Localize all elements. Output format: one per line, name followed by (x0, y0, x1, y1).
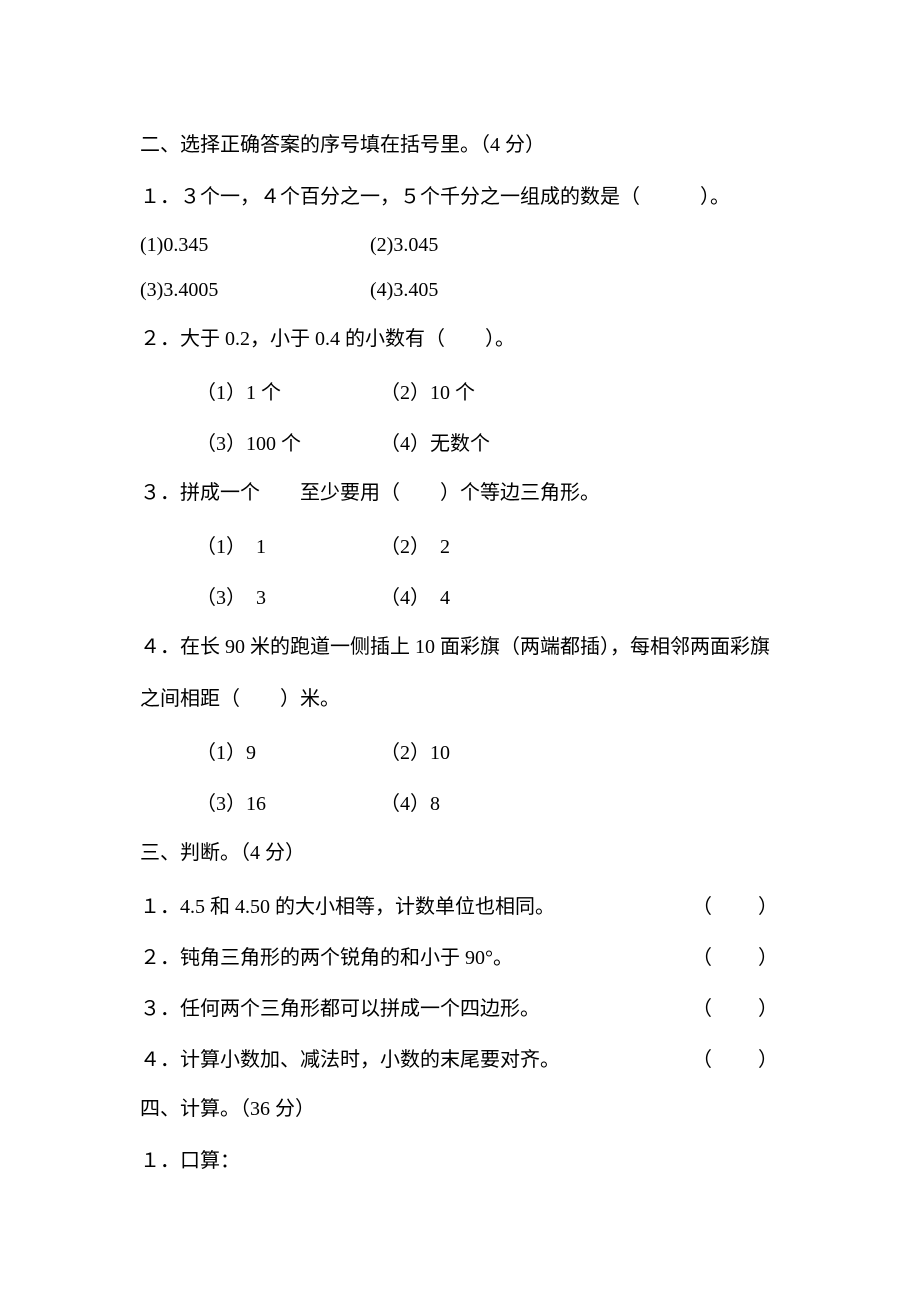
judge3-text: ３．任何两个三角形都可以拼成一个四边形。 (140, 992, 690, 1021)
section2-title: 二、选择正确答案的序号填在括号里。（4 分） (140, 130, 780, 160)
judge-2: ２．钝角三角形的两个锐角的和小于 90°。 （ ） (140, 941, 780, 970)
q4-opts-row1: （1）9 （2）10 (140, 736, 780, 765)
judge2-text: ２．钝角三角形的两个锐角的和小于 90°。 (140, 941, 690, 970)
q3-opts-row1: （1） 1 （2） 2 (140, 530, 780, 559)
q2-opt3: （3）100 个 (140, 427, 370, 456)
q3-opts-row2: （3） 3 （4） 4 (140, 581, 780, 610)
q3-opt2: （2） 2 (370, 530, 780, 559)
q2-opts-row2: （3）100 个 （4）无数个 (140, 427, 780, 456)
q4-opt1: （1）9 (140, 736, 370, 765)
q1-opt1: (1)0.345 (140, 234, 370, 257)
q4-opt4: （4）8 (370, 787, 780, 816)
judge-1: １．4.5 和 4.50 的大小相等，计数单位也相同。 （ ） (140, 890, 780, 919)
q1-opts-row1: (1)0.345 (2)3.045 (140, 234, 780, 257)
q2-opt2: （2）10 个 (370, 376, 780, 405)
judge-4: ４．计算小数加、减法时，小数的末尾要对齐。 （ ） (140, 1043, 780, 1072)
q4-opt2: （2）10 (370, 736, 780, 765)
q1-opt2: (2)3.045 (370, 234, 780, 257)
q4-opt3: （3）16 (140, 787, 370, 816)
section4-title: 四、计算。（36 分） (140, 1094, 780, 1124)
q2-stem: ２．大于 0.2，小于 0.4 的小数有（ ）。 (140, 324, 780, 354)
q1-opt3: (3)3.4005 (140, 279, 370, 302)
q1-stem: １．３个一，４个百分之一，５个千分之一组成的数是（ ）。 (140, 182, 780, 212)
q4-opts-row2: （3）16 （4）8 (140, 787, 780, 816)
q3-opt4: （4） 4 (370, 581, 780, 610)
q2-opt4: （4）无数个 (370, 427, 780, 456)
judge3-blank: （ ） (690, 992, 780, 1021)
judge1-text: １．4.5 和 4.50 的大小相等，计数单位也相同。 (140, 890, 690, 919)
q1-opt4: (4)3.405 (370, 279, 780, 302)
q4-stem2: 之间相距（ ）米。 (140, 684, 780, 714)
judge4-blank: （ ） (690, 1043, 780, 1072)
q3-stem: ３．拼成一个 至少要用（ ）个等边三角形。 (140, 478, 780, 508)
q1-opts-row2: (3)3.4005 (4)3.405 (140, 279, 780, 302)
q2-opt1: （1）1 个 (140, 376, 370, 405)
judge4-text: ４．计算小数加、减法时，小数的末尾要对齐。 (140, 1043, 690, 1072)
judge1-blank: （ ） (690, 890, 780, 919)
section4-sub1: １．口算： (140, 1146, 780, 1176)
judge-3: ３．任何两个三角形都可以拼成一个四边形。 （ ） (140, 992, 780, 1021)
q3-opt3: （3） 3 (140, 581, 370, 610)
q4-stem1: ４．在长 90 米的跑道一侧插上 10 面彩旗（两端都插），每相邻两面彩旗 (140, 632, 780, 662)
judge2-blank: （ ） (690, 941, 780, 970)
q3-opt1: （1） 1 (140, 530, 370, 559)
q2-opts-row1: （1）1 个 （2）10 个 (140, 376, 780, 405)
section3-title: 三、判断。（4 分） (140, 838, 780, 868)
